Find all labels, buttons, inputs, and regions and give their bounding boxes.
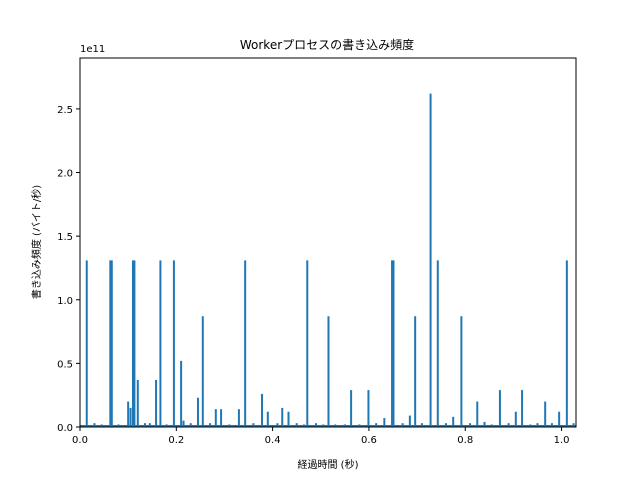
x-axis: 0.0 0.2 0.4 0.6 0.8 1.0 bbox=[72, 427, 570, 446]
y-axis: 0.0 0.5 1.0 1.5 2.0 2.5 bbox=[57, 105, 80, 434]
x-tick-label-2: 0.4 bbox=[265, 435, 281, 446]
x-tick-label-4: 0.8 bbox=[457, 435, 473, 446]
y-offset-label: 1e11 bbox=[80, 44, 105, 55]
x-tick-label-1: 0.2 bbox=[168, 435, 184, 446]
y-tick-label-2: 1.0 bbox=[57, 296, 73, 307]
plot-area bbox=[80, 93, 576, 427]
x-axis-label: 経過時間 (秒) bbox=[298, 458, 359, 471]
plot-frame bbox=[79, 57, 577, 428]
y-tick-label-0: 0.0 bbox=[57, 423, 73, 434]
y-tick-label-3: 1.5 bbox=[57, 232, 73, 243]
y-tick-label-1: 0.5 bbox=[57, 359, 73, 370]
y-tick-label-4: 2.0 bbox=[57, 169, 73, 180]
x-tick-label-0: 0.0 bbox=[72, 435, 88, 446]
y-axis-label: 書き込み頻度 (バイト/秒) bbox=[30, 185, 43, 299]
x-tick-label-5: 1.0 bbox=[554, 435, 570, 446]
y-tick-label-5: 2.5 bbox=[57, 105, 73, 116]
x-tick-label-3: 0.6 bbox=[361, 435, 377, 446]
chart-title: Workerプロセスの書き込み頻度 bbox=[240, 37, 414, 52]
